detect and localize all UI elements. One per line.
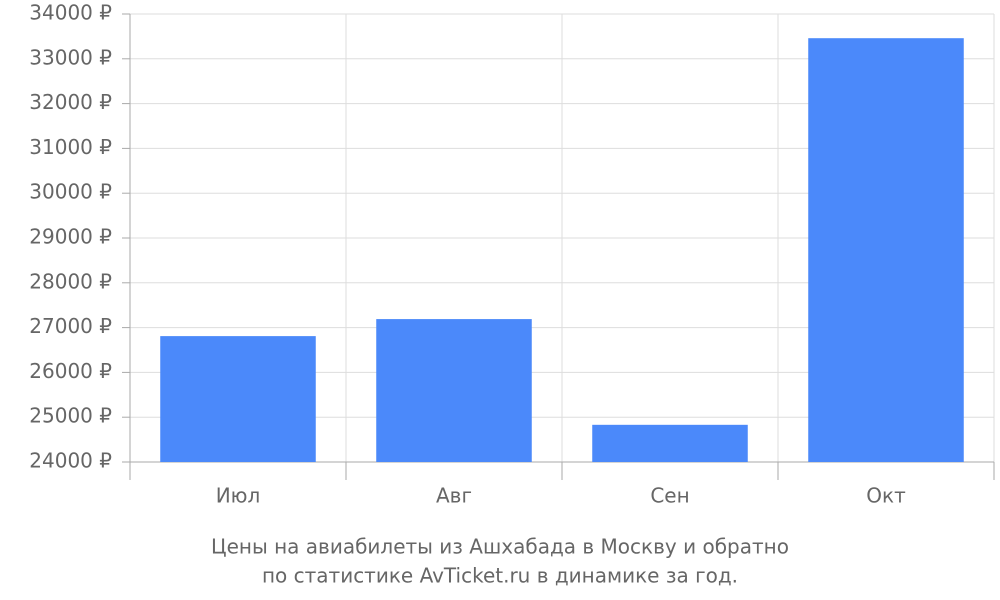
y-tick-label: 24000 ₽ [29, 449, 112, 473]
y-tick-label: 31000 ₽ [29, 135, 112, 159]
y-tick-label: 29000 ₽ [29, 225, 112, 249]
caption-line: Цены на авиабилеты из Ашхабада в Москву … [211, 535, 789, 559]
caption-line: по статистике AvTicket.ru в динамике за … [262, 564, 738, 588]
y-tick-label: 25000 ₽ [29, 404, 112, 428]
y-tick-label: 32000 ₽ [29, 90, 112, 114]
x-tick-label: Сен [650, 484, 689, 508]
x-tick-label: Авг [436, 484, 472, 508]
bar [160, 336, 316, 462]
y-tick-label: 26000 ₽ [29, 359, 112, 383]
x-tick-label: Июл [216, 484, 261, 508]
y-tick-label: 28000 ₽ [29, 269, 112, 293]
bar [808, 38, 964, 462]
x-tick-label: Окт [866, 484, 906, 508]
y-tick-label: 27000 ₽ [29, 314, 112, 338]
y-tick-label: 33000 ₽ [29, 45, 112, 69]
bar [592, 424, 748, 462]
y-tick-label: 30000 ₽ [29, 180, 112, 204]
y-tick-label: 34000 ₽ [29, 1, 112, 25]
bar [376, 319, 532, 462]
